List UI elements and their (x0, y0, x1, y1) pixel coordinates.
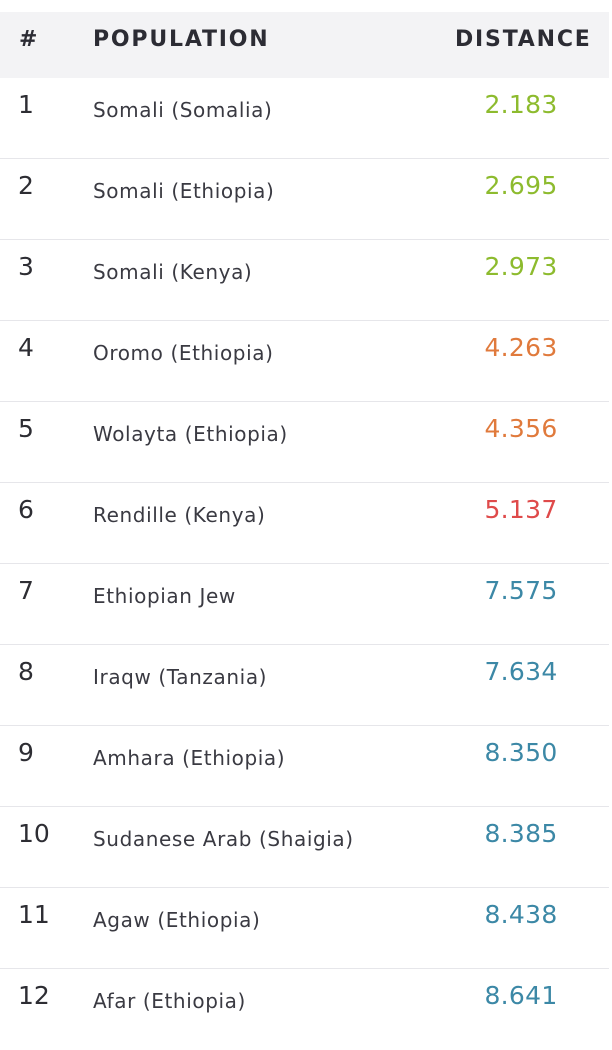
row-population: Iraqw (Tanzania) (93, 665, 268, 689)
table-row: 6 Rendille (Kenya) 5.137 (0, 483, 609, 564)
table-row: 4 Oromo (Ethiopia) 4.263 (0, 321, 609, 402)
row-distance: 2.695 (484, 171, 558, 200)
row-distance: 5.137 (484, 495, 558, 524)
row-population: Sudanese Arab (Shaigia) (93, 827, 354, 851)
row-rank: 6 (18, 495, 34, 524)
row-rank: 7 (18, 576, 34, 605)
row-distance: 4.263 (484, 333, 558, 362)
table-row: 12 Afar (Ethiopia) 8.641 (0, 969, 609, 1050)
row-population: Agaw (Ethiopia) (93, 908, 261, 932)
row-distance: 8.438 (484, 900, 558, 929)
header-rank: # (19, 27, 40, 52)
row-rank: 5 (18, 414, 34, 443)
row-rank: 3 (18, 252, 34, 281)
table-row: 7 Ethiopian Jew 7.575 (0, 564, 609, 645)
table-row: 5 Wolayta (Ethiopia) 4.356 (0, 402, 609, 483)
row-rank: 10 (18, 819, 50, 848)
table-row: 9 Amhara (Ethiopia) 8.350 (0, 726, 609, 807)
table-header: # POPULATION DISTANCE (0, 12, 609, 78)
header-population: POPULATION (93, 27, 270, 52)
row-rank: 4 (18, 333, 34, 362)
table-row: 10 Sudanese Arab (Shaigia) 8.385 (0, 807, 609, 888)
table-row: 8 Iraqw (Tanzania) 7.634 (0, 645, 609, 726)
row-population: Afar (Ethiopia) (93, 989, 246, 1013)
row-distance: 8.385 (484, 819, 558, 848)
row-rank: 9 (18, 738, 34, 767)
row-distance: 2.973 (484, 252, 558, 281)
row-population: Rendille (Kenya) (93, 503, 266, 527)
row-population: Somali (Kenya) (93, 260, 253, 284)
row-rank: 12 (18, 981, 50, 1010)
row-rank: 2 (18, 171, 34, 200)
population-distance-table: # POPULATION DISTANCE 1 Somali (Somalia) 2… (0, 12, 609, 1050)
row-distance: 2.183 (484, 90, 558, 119)
table-row: 11 Agaw (Ethiopia) 8.438 (0, 888, 609, 969)
table-row: 3 Somali (Kenya) 2.973 (0, 240, 609, 321)
row-distance: 8.350 (484, 738, 558, 767)
row-population: Somali (Somalia) (93, 98, 273, 122)
table-row: 1 Somali (Somalia) 2.183 (0, 78, 609, 159)
row-population: Wolayta (Ethiopia) (93, 422, 288, 446)
row-population: Amhara (Ethiopia) (93, 746, 286, 770)
row-population: Somali (Ethiopia) (93, 179, 275, 203)
row-distance: 4.356 (484, 414, 558, 443)
table-body: 1 Somali (Somalia) 2.183 2 Somali (Ethiopia)… (0, 78, 609, 1050)
row-population: Ethiopian Jew (93, 584, 236, 608)
row-distance: 8.641 (484, 981, 558, 1010)
row-population: Oromo (Ethiopia) (93, 341, 274, 365)
row-rank: 1 (18, 90, 34, 119)
table-row: 2 Somali (Ethiopia) 2.695 (0, 159, 609, 240)
row-distance: 7.634 (484, 657, 558, 686)
row-distance: 7.575 (484, 576, 558, 605)
row-rank: 11 (18, 900, 50, 929)
row-rank: 8 (18, 657, 34, 686)
header-distance: DISTANCE (455, 27, 592, 52)
